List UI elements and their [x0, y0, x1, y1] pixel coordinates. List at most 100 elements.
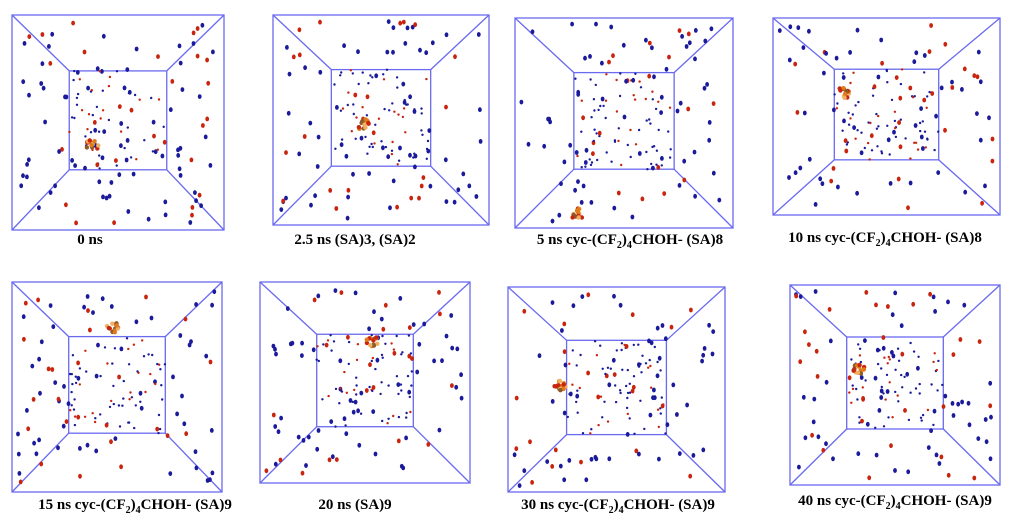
molecule [453, 200, 457, 205]
molecule [707, 323, 711, 328]
molecule [914, 123, 918, 128]
molecule [96, 66, 100, 71]
molecule [32, 397, 36, 402]
molecule [894, 391, 896, 393]
molecule [460, 396, 464, 401]
molecule [27, 93, 31, 98]
inner-box [317, 334, 414, 426]
molecule [545, 459, 549, 464]
molecule [393, 111, 395, 113]
molecule [156, 54, 160, 59]
molecule [900, 323, 904, 328]
molecule [421, 112, 423, 114]
molecule [620, 349, 622, 351]
molecule [897, 120, 901, 125]
molecule [374, 124, 376, 126]
molecule [360, 413, 362, 415]
molecule [335, 105, 339, 110]
molecule [828, 307, 832, 312]
cluster-atom [96, 143, 100, 147]
molecule [798, 166, 802, 171]
molecule [897, 348, 899, 350]
molecule [926, 107, 928, 109]
box-edge [508, 435, 567, 492]
molecule [316, 164, 320, 169]
molecule [386, 69, 388, 71]
cluster-atom [365, 338, 369, 342]
molecule [976, 74, 980, 79]
molecule [341, 390, 343, 392]
molecule [154, 383, 156, 385]
molecule [25, 162, 29, 167]
molecule [300, 353, 304, 358]
molecule [904, 137, 906, 139]
outer-box [790, 285, 1000, 485]
molecule [985, 439, 989, 444]
molecule [449, 313, 453, 318]
molecule [68, 131, 70, 133]
molecule [959, 337, 963, 342]
molecule [849, 82, 851, 84]
molecule [427, 140, 429, 142]
molecule [602, 105, 604, 107]
box-edge [666, 435, 725, 492]
molecule [983, 184, 987, 189]
molecule [353, 113, 355, 115]
molecule [412, 322, 416, 327]
molecule [274, 462, 278, 467]
molecule [370, 143, 372, 145]
molecule [354, 291, 358, 296]
molecule [362, 71, 364, 73]
molecule [445, 32, 449, 37]
molecule [607, 382, 611, 387]
molecule [440, 358, 444, 363]
molecule [621, 342, 623, 344]
molecule [607, 456, 611, 461]
molecule [570, 22, 574, 27]
cluster-atom [108, 326, 112, 330]
molecule [328, 188, 332, 193]
molecule [195, 466, 199, 471]
molecule [626, 432, 630, 437]
molecule [166, 433, 170, 438]
cluster-atom [842, 96, 846, 100]
molecule [21, 79, 25, 84]
molecule [125, 158, 129, 163]
molecule [797, 465, 801, 470]
molecule [130, 108, 134, 113]
molecule [605, 73, 607, 75]
molecule [950, 80, 954, 85]
molecule [649, 365, 651, 367]
molecule [594, 457, 598, 462]
molecule [123, 86, 127, 91]
molecule [284, 150, 288, 155]
molecule [591, 151, 595, 156]
molecule [178, 166, 182, 171]
molecule [874, 376, 878, 381]
molecule [102, 129, 106, 134]
molecule [712, 171, 716, 176]
molecule [846, 143, 848, 145]
molecule [943, 128, 947, 133]
molecule [126, 337, 128, 339]
molecule [139, 99, 141, 101]
molecule [679, 101, 683, 106]
molecule [411, 370, 413, 372]
molecule [184, 317, 188, 322]
molecule [640, 86, 642, 88]
molecule [850, 402, 852, 404]
molecule [908, 86, 912, 91]
molecule [889, 181, 893, 186]
molecule [112, 220, 116, 225]
molecule [794, 294, 798, 299]
molecule [407, 375, 409, 377]
molecule [371, 409, 375, 414]
molecule [297, 435, 301, 440]
molecule [328, 457, 332, 462]
box-edge [515, 18, 574, 73]
molecule [98, 154, 100, 156]
molecule [787, 175, 791, 180]
molecule [194, 302, 198, 307]
molecule [121, 405, 123, 407]
molecule [979, 79, 983, 84]
